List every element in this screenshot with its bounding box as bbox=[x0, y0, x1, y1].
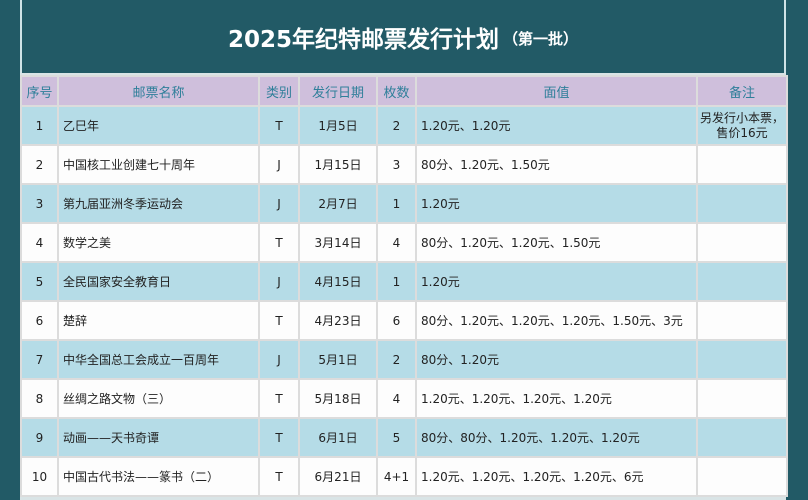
title-bar: 2025年纪特邮票发行计划 （第一批） bbox=[20, 0, 786, 73]
cell-name: 动画——天书奇谭 bbox=[57, 417, 260, 458]
cell-no: 6 bbox=[20, 300, 59, 341]
header-no: 序号 bbox=[20, 75, 59, 107]
cell-no: 3 bbox=[20, 183, 59, 224]
cell-note: 另发行小本票，售价16元 bbox=[696, 105, 788, 146]
cell-value: 1.20元 bbox=[415, 183, 698, 224]
cell-count: 4+1 bbox=[376, 456, 417, 497]
cell-date: 3月14日 bbox=[298, 222, 378, 263]
cell-date: 6月21日 bbox=[298, 456, 378, 497]
cell-date: 6月1日 bbox=[298, 417, 378, 458]
cell-count: 2 bbox=[376, 339, 417, 380]
header-date: 发行日期 bbox=[298, 75, 378, 107]
cell-count: 1 bbox=[376, 183, 417, 224]
cell-type: T bbox=[258, 105, 300, 146]
cell-value: 1.20元、1.20元 bbox=[415, 105, 698, 146]
table-row: 9 动画——天书奇谭 T 6月1日 5 80分、80分、1.20元、1.20元、… bbox=[20, 417, 788, 458]
page-title: 2025年纪特邮票发行计划 bbox=[227, 26, 499, 53]
cell-no: 9 bbox=[20, 417, 59, 458]
cell-count: 1 bbox=[376, 261, 417, 302]
cell-type: J bbox=[258, 339, 300, 380]
cell-no: 5 bbox=[20, 261, 59, 302]
header-name: 邮票名称 bbox=[57, 75, 260, 107]
cell-name: 乙巳年 bbox=[57, 105, 260, 146]
page-subtitle: （第一批） bbox=[503, 30, 579, 48]
cell-date: 1月5日 bbox=[298, 105, 378, 146]
cell-date: 4月23日 bbox=[298, 300, 378, 341]
header-value: 面值 bbox=[415, 75, 698, 107]
cell-count: 4 bbox=[376, 222, 417, 263]
cell-type: J bbox=[258, 261, 300, 302]
cell-type: J bbox=[258, 144, 300, 185]
cell-date: 1月15日 bbox=[298, 144, 378, 185]
cell-date: 4月15日 bbox=[298, 261, 378, 302]
cell-value: 1.20元、1.20元、1.20元、1.20元、6元 bbox=[415, 456, 698, 497]
cell-name: 中国古代书法——篆书（二） bbox=[57, 456, 260, 497]
cell-no: 10 bbox=[20, 456, 59, 497]
cell-type: T bbox=[258, 378, 300, 419]
table-row: 3 第九届亚洲冬季运动会 J 2月7日 1 1.20元 bbox=[20, 183, 788, 224]
cell-type: J bbox=[258, 183, 300, 224]
cell-type: T bbox=[258, 456, 300, 497]
cell-no: 1 bbox=[20, 105, 59, 146]
table-row: 1 乙巳年 T 1月5日 2 1.20元、1.20元 另发行小本票，售价16元 bbox=[20, 105, 788, 146]
table-row: 4 数学之美 T 3月14日 4 80分、1.20元、1.20元、1.50元 bbox=[20, 222, 788, 263]
cell-type: T bbox=[258, 222, 300, 263]
cell-name: 中国核工业创建七十周年 bbox=[57, 144, 260, 185]
table-row: 5 全民国家安全教育日 J 4月15日 1 1.20元 bbox=[20, 261, 788, 302]
cell-no: 7 bbox=[20, 339, 59, 380]
cell-note bbox=[696, 261, 788, 302]
cell-name: 全民国家安全教育日 bbox=[57, 261, 260, 302]
cell-value: 80分、80分、1.20元、1.20元、1.20元 bbox=[415, 417, 698, 458]
cell-note bbox=[696, 339, 788, 380]
cell-note bbox=[696, 183, 788, 224]
cell-name: 第九届亚洲冬季运动会 bbox=[57, 183, 260, 224]
table-header-row: 序号 邮票名称 类别 发行日期 枚数 面值 备注 bbox=[20, 75, 788, 107]
cell-count: 6 bbox=[376, 300, 417, 341]
table-row: 6 楚辞 T 4月23日 6 80分、1.20元、1.20元、1.20元、1.5… bbox=[20, 300, 788, 341]
cell-note bbox=[696, 144, 788, 185]
cell-count: 5 bbox=[376, 417, 417, 458]
cell-name: 数学之美 bbox=[57, 222, 260, 263]
cell-value: 1.20元、1.20元、1.20元、1.20元 bbox=[415, 378, 698, 419]
cell-date: 5月1日 bbox=[298, 339, 378, 380]
header-count: 枚数 bbox=[376, 75, 417, 107]
cell-name: 中华全国总工会成立一百周年 bbox=[57, 339, 260, 380]
cell-note bbox=[696, 222, 788, 263]
cell-note bbox=[696, 417, 788, 458]
table-row: 2 中国核工业创建七十周年 J 1月15日 3 80分、1.20元、1.50元 bbox=[20, 144, 788, 185]
cell-value: 80分、1.20元、1.20元、1.50元 bbox=[415, 222, 698, 263]
cell-type: T bbox=[258, 300, 300, 341]
cell-type: T bbox=[258, 417, 300, 458]
cell-no: 4 bbox=[20, 222, 59, 263]
cell-name: 楚辞 bbox=[57, 300, 260, 341]
cell-count: 2 bbox=[376, 105, 417, 146]
table-row: 8 丝绸之路文物（三） T 5月18日 4 1.20元、1.20元、1.20元、… bbox=[20, 378, 788, 419]
cell-date: 5月18日 bbox=[298, 378, 378, 419]
cell-count: 4 bbox=[376, 378, 417, 419]
cell-no: 8 bbox=[20, 378, 59, 419]
cell-date: 2月7日 bbox=[298, 183, 378, 224]
cell-value: 80分、1.20元、1.20元、1.20元、1.50元、3元 bbox=[415, 300, 698, 341]
table-row: 10 中国古代书法——篆书（二） T 6月21日 4+1 1.20元、1.20元… bbox=[20, 456, 788, 497]
stamp-plan-document: 2025年纪特邮票发行计划 （第一批） 序号 邮票名称 类别 发行日期 枚数 面… bbox=[20, 0, 788, 500]
cell-no: 2 bbox=[20, 144, 59, 185]
cell-note bbox=[696, 378, 788, 419]
header-type: 类别 bbox=[258, 75, 300, 107]
cell-value: 80分、1.20元、1.50元 bbox=[415, 144, 698, 185]
cell-name: 丝绸之路文物（三） bbox=[57, 378, 260, 419]
stamp-issue-table: 序号 邮票名称 类别 发行日期 枚数 面值 备注 1 乙巳年 T 1月5日 2 … bbox=[20, 75, 788, 497]
cell-value: 80分、1.20元 bbox=[415, 339, 698, 380]
cell-value: 1.20元 bbox=[415, 261, 698, 302]
header-note: 备注 bbox=[696, 75, 788, 107]
table-row: 7 中华全国总工会成立一百周年 J 5月1日 2 80分、1.20元 bbox=[20, 339, 788, 380]
cell-note bbox=[696, 456, 788, 497]
cell-count: 3 bbox=[376, 144, 417, 185]
cell-note bbox=[696, 300, 788, 341]
